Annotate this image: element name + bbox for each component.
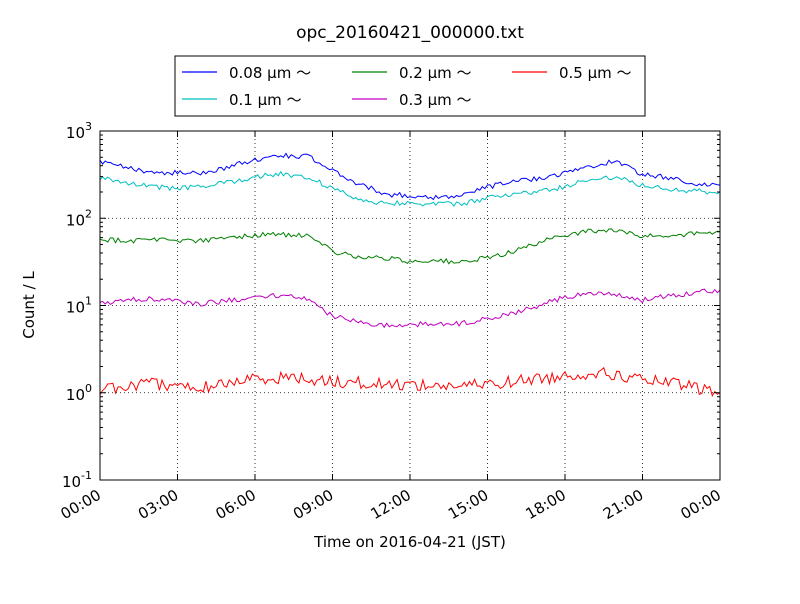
series-lines — [99, 152, 721, 397]
y-tick-label: 103 — [66, 120, 92, 142]
x-axis-label: Time on 2016-04-21 (JST) — [313, 533, 506, 551]
chart-title: opc_20160421_000000.txt — [296, 23, 524, 43]
legend-label: 0.2 μm ～ — [399, 64, 472, 82]
y-tick-label: 101 — [66, 295, 92, 317]
y-tick-label: 100 — [66, 382, 92, 404]
x-tick-label: 06:00 — [213, 486, 259, 523]
x-tick-label: 12:00 — [368, 486, 414, 523]
legend-frame — [174, 55, 646, 117]
legend-label: 0.5 μm ～ — [559, 64, 632, 82]
legend-label: 0.1 μm ～ — [229, 91, 302, 109]
x-tick-label: 21:00 — [600, 486, 646, 523]
x-tick-label: 15:00 — [445, 486, 491, 523]
x-tick-label: 00:00 — [58, 486, 104, 523]
y-axis-ticks: 10-1 100 101 102 103 — [62, 120, 720, 491]
legend-label: 0.3 μm ～ — [399, 91, 472, 109]
series-line — [99, 152, 721, 201]
series-line — [99, 228, 721, 265]
series-line — [99, 170, 721, 207]
x-tick-label: 18:00 — [523, 486, 569, 523]
y-tick-label: 10-1 — [62, 469, 92, 491]
x-tick-label: 00:00 — [678, 486, 724, 523]
x-axis-ticks: 00:00 03:00 06:00 09:00 12:00 15:00 18:00 21:00… — [58, 131, 724, 523]
legend: 0.08 μm ～ 0.1 μm ～ 0.2 μm ～ 0.3 μm ～ 0.5 μm … — [174, 55, 646, 117]
x-tick-label: 09:00 — [290, 486, 336, 523]
series-line — [99, 366, 721, 397]
series-line — [99, 288, 721, 329]
y-tick-label: 102 — [66, 207, 92, 229]
y-axis-label: Count / L — [20, 271, 38, 339]
legend-label: 0.08 μm ～ — [229, 64, 311, 82]
gridlines — [100, 131, 720, 480]
x-tick-label: 03:00 — [135, 486, 181, 523]
